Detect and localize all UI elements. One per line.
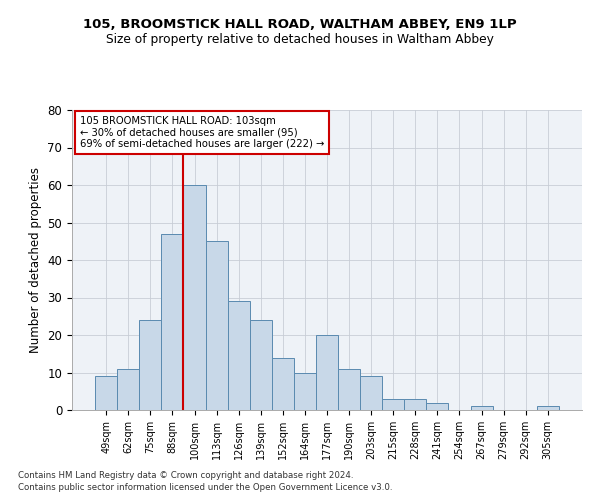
Bar: [184, 185, 206, 410]
Bar: [272, 358, 294, 410]
Bar: [250, 320, 272, 410]
Text: Size of property relative to detached houses in Waltham Abbey: Size of property relative to detached ho…: [106, 32, 494, 46]
Bar: [537, 406, 559, 410]
Y-axis label: Number of detached properties: Number of detached properties: [29, 167, 42, 353]
Text: Contains HM Land Registry data © Crown copyright and database right 2024.: Contains HM Land Registry data © Crown c…: [18, 471, 353, 480]
Bar: [117, 369, 139, 410]
Bar: [404, 399, 427, 410]
Bar: [382, 399, 404, 410]
Text: 105 BROOMSTICK HALL ROAD: 103sqm
← 30% of detached houses are smaller (95)
69% o: 105 BROOMSTICK HALL ROAD: 103sqm ← 30% o…: [80, 116, 324, 149]
Bar: [427, 402, 448, 410]
Bar: [316, 335, 338, 410]
Bar: [161, 234, 184, 410]
Text: Contains public sector information licensed under the Open Government Licence v3: Contains public sector information licen…: [18, 484, 392, 492]
Bar: [360, 376, 382, 410]
Bar: [470, 406, 493, 410]
Bar: [206, 242, 227, 410]
Bar: [227, 301, 250, 410]
Bar: [139, 320, 161, 410]
Bar: [294, 372, 316, 410]
Bar: [338, 369, 360, 410]
Text: 105, BROOMSTICK HALL ROAD, WALTHAM ABBEY, EN9 1LP: 105, BROOMSTICK HALL ROAD, WALTHAM ABBEY…: [83, 18, 517, 30]
Bar: [95, 376, 117, 410]
